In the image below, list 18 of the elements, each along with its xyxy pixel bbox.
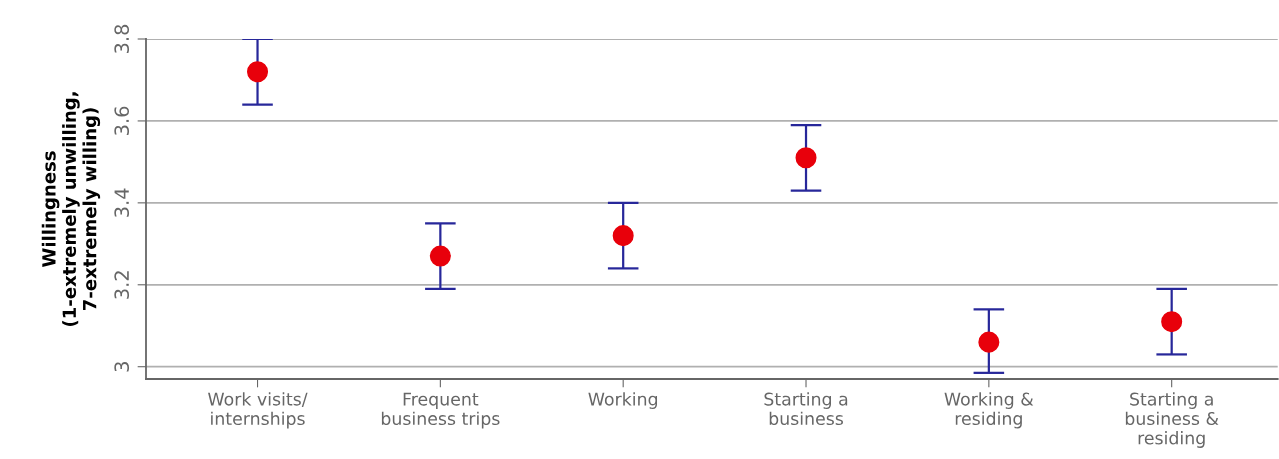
x-tick-label: Starting a business & residing [1125,392,1219,448]
y-tick-label: 3.2 [114,271,130,299]
point [978,331,1000,353]
point [247,61,269,83]
y-tick-label: 3.4 [114,188,130,217]
point [429,245,451,267]
x-tick-label: Starting a business [764,392,848,426]
y-tick-label: 3.6 [114,106,130,135]
y-axis-title: Willingness (1-extremely unwilling, 7-extremely willing) [41,92,101,326]
y-tick-label: 3 [114,362,130,372]
point [795,147,817,169]
x-tick-label: Working [588,392,658,409]
point [612,225,634,247]
x-tick-label: Working & residing [944,392,1034,429]
x-tick-label: Work visits/ internships [208,392,308,429]
x-tick-label: Frequent business trips [381,392,500,429]
y-tick-label: 3.8 [114,24,130,53]
point [1161,311,1183,333]
